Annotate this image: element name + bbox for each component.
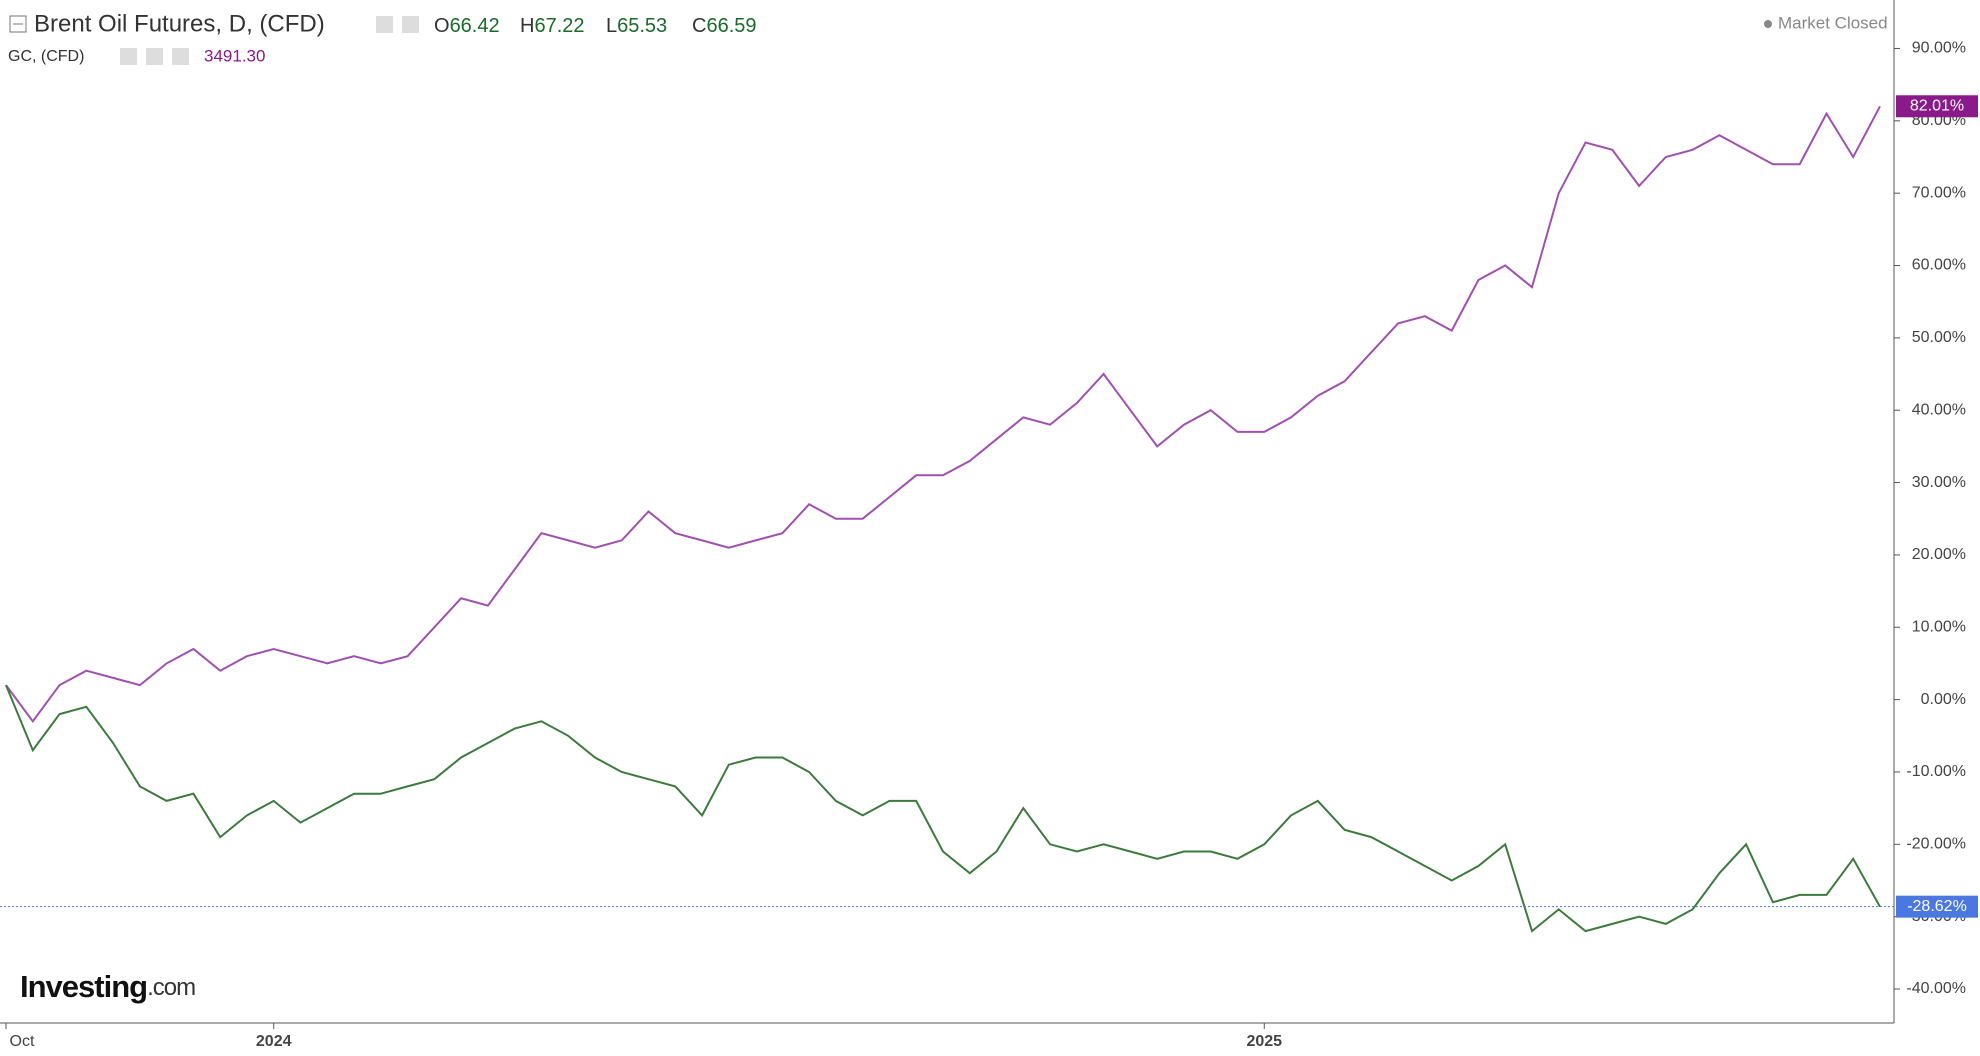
- x-tick-label: 2025: [1246, 1033, 1282, 1050]
- x-tick-label: Oct: [10, 1033, 35, 1050]
- status-dot: [1764, 20, 1772, 28]
- y-tick-label: 0.00%: [1921, 691, 1966, 708]
- settings-icon[interactable]: [120, 48, 137, 65]
- ohlc-label: O: [434, 15, 450, 37]
- y-tick-label: 20.00%: [1912, 546, 1966, 563]
- settings-icon[interactable]: [402, 16, 419, 33]
- brand-main: Investing: [20, 969, 147, 1004]
- ohlc-item: O66.42: [434, 15, 500, 37]
- ohlc-label: H: [520, 15, 534, 37]
- y-tick-label: 30.00%: [1912, 474, 1966, 491]
- chart-title: Brent Oil Futures, D, (CFD): [34, 10, 325, 37]
- last-value-label: -28.62%: [1907, 898, 1967, 915]
- ohlc-value: 65.53: [617, 15, 667, 37]
- ohlc-value: 67.22: [534, 15, 584, 37]
- ohlc-item: H67.22: [520, 15, 585, 37]
- market-status: Market Closed: [1778, 13, 1888, 32]
- ohlc-item: L65.53: [606, 15, 667, 37]
- brand-logo: Investing.com: [20, 969, 195, 1004]
- ohlc-label: L: [606, 15, 617, 37]
- series-line: [5, 684, 1881, 933]
- y-tick-label: -10.00%: [1906, 763, 1966, 780]
- last-value-box: [1896, 895, 1978, 918]
- settings-icon[interactable]: [146, 48, 163, 65]
- series-line: [5, 105, 1881, 723]
- ohlc-value: 66.59: [706, 15, 756, 37]
- last-value-label: 82.01%: [1910, 97, 1964, 114]
- ohlc-value: 66.42: [450, 15, 500, 37]
- last-value-box: [1896, 95, 1978, 118]
- collapse-icon[interactable]: [9, 15, 27, 33]
- compare-value: 3491.30: [204, 46, 265, 65]
- brand-suffix: .com: [147, 974, 195, 1001]
- close-icon[interactable]: [172, 48, 189, 65]
- y-tick-label: 50.00%: [1912, 329, 1966, 346]
- x-tick-label: 2024: [256, 1033, 292, 1050]
- y-tick-label: -20.00%: [1906, 836, 1966, 853]
- y-tick-label: 90.00%: [1912, 40, 1966, 57]
- y-tick-label: 10.00%: [1912, 618, 1966, 635]
- y-tick-label: 60.00%: [1912, 257, 1966, 274]
- settings-icon[interactable]: [376, 16, 393, 33]
- y-tick-label: -40.00%: [1906, 980, 1966, 997]
- y-tick-label: 70.00%: [1912, 184, 1966, 201]
- compare-name: GC, (CFD): [8, 48, 84, 65]
- ohlc-label: C: [692, 15, 706, 37]
- y-tick-label: 40.00%: [1912, 401, 1966, 418]
- ohlc: O66.42 H67.22 L65.53 C66.59: [434, 15, 757, 37]
- ohlc-item: C66.59: [692, 15, 757, 37]
